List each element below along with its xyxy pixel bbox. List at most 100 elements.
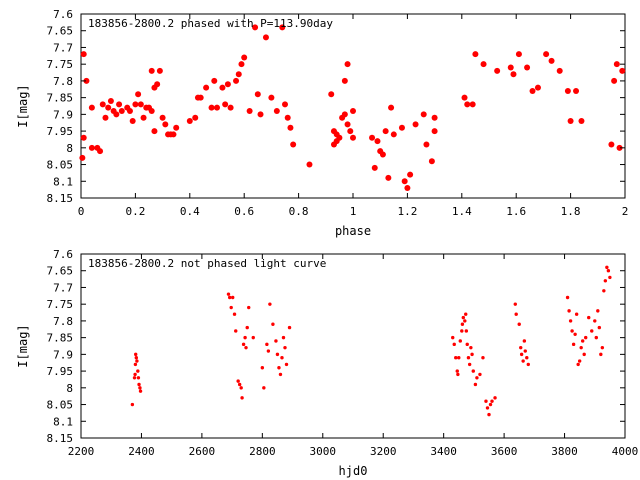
unphased-y-tick-label: 7.6 bbox=[53, 248, 73, 261]
unphased-data-point bbox=[452, 342, 456, 347]
unphased-data-point bbox=[582, 352, 586, 357]
unphased-data-point bbox=[603, 279, 608, 283]
phased-data-point bbox=[328, 91, 335, 98]
unphased-data-point bbox=[136, 369, 140, 373]
phased-chart-title: 183856-2800.2 phased with P=113.90day bbox=[88, 17, 333, 30]
phased-x-axis-title: phase bbox=[335, 224, 371, 238]
unphased-data-point bbox=[565, 295, 570, 300]
unphased-data-point bbox=[268, 302, 272, 306]
unphased-chart-title: 183856-2800.2 not phased light curve bbox=[88, 257, 326, 270]
unphased-data-point bbox=[284, 362, 289, 367]
phased-data-point bbox=[461, 94, 468, 101]
phased-data-point bbox=[284, 114, 291, 121]
unphased-y-tick-label: 7.9 bbox=[53, 348, 73, 361]
phased-y-tick-label: 7.7 bbox=[53, 41, 73, 54]
phased-data-point bbox=[611, 77, 618, 84]
unphased-data-point bbox=[227, 295, 232, 300]
phased-y-axis: 7.6 7.65 7.7 7.75 7.8 7.85 7.9 7.95 8 8.05 8.1 8.15 bbox=[47, 8, 625, 205]
unphased-data-point bbox=[457, 356, 461, 360]
phased-data-point bbox=[262, 34, 269, 41]
unphased-data-point bbox=[525, 356, 529, 360]
phased-data-point bbox=[374, 138, 381, 145]
phased-data-point bbox=[407, 171, 414, 178]
unphased-data-point bbox=[573, 332, 577, 336]
unphased-data-point bbox=[594, 335, 598, 340]
unphased-y-tick-label: 7.65 bbox=[47, 265, 74, 278]
unphased-x-tick-label: 3200 bbox=[370, 445, 397, 458]
phased-data-point bbox=[290, 141, 297, 148]
phased-data-point bbox=[211, 77, 218, 84]
phased-data-point bbox=[159, 114, 166, 121]
phased-data-point bbox=[88, 104, 95, 111]
phased-data-point bbox=[203, 84, 210, 91]
phased-data-point bbox=[548, 57, 555, 64]
phased-data-point bbox=[170, 131, 177, 138]
unphased-data-point bbox=[244, 345, 248, 350]
phased-data-point bbox=[480, 61, 487, 68]
phased-x-tick-label: 1.4 bbox=[452, 205, 472, 218]
phased-data-point bbox=[543, 51, 550, 58]
unphased-data-point bbox=[522, 339, 527, 343]
unphased-y-tick-label: 8.05 bbox=[47, 399, 74, 412]
phased-data-point bbox=[564, 87, 571, 94]
unphased-data-point bbox=[265, 342, 269, 347]
unphased-data-point bbox=[481, 356, 485, 360]
phased-data-point bbox=[132, 101, 139, 108]
unphased-x-tick-label: 2400 bbox=[128, 445, 155, 458]
phased-data-point bbox=[273, 108, 280, 115]
unphased-y-axis: 7.6 7.65 7.7 7.75 7.8 7.85 7.9 7.95 8 8.05 8.1 8.15 bbox=[47, 248, 625, 445]
unphased-x-axis-title: hjd0 bbox=[339, 464, 368, 478]
unphased-data-point bbox=[485, 406, 490, 410]
phased-data-point bbox=[107, 97, 114, 104]
unphased-data-point bbox=[135, 359, 139, 363]
phased-data-point bbox=[118, 108, 125, 115]
phased-y-tick-label: 7.75 bbox=[47, 58, 74, 71]
unphased-data-point bbox=[580, 339, 585, 343]
phased-data-point bbox=[431, 114, 438, 121]
phased-data-point bbox=[162, 121, 169, 128]
unphased-data-point bbox=[467, 362, 472, 367]
unphased-data-point bbox=[469, 345, 473, 350]
unphased-data-point bbox=[236, 379, 240, 383]
unphased-data-point bbox=[237, 382, 242, 387]
phased-data-point bbox=[83, 77, 90, 84]
phased-data-point bbox=[350, 108, 356, 115]
unphased-y-tick-label: 8.15 bbox=[47, 432, 74, 445]
phased-data-point bbox=[148, 108, 155, 115]
phased-data-point bbox=[404, 184, 411, 191]
phased-data-point bbox=[616, 144, 623, 151]
phased-data-point bbox=[494, 67, 501, 74]
phased-data-point bbox=[515, 51, 522, 58]
phased-data-point bbox=[148, 67, 155, 74]
phased-data-point bbox=[341, 77, 348, 84]
unphased-data-point bbox=[599, 352, 603, 357]
unphased-data-point bbox=[605, 265, 609, 270]
unphased-data-point bbox=[247, 305, 251, 310]
unphased-data-point bbox=[138, 389, 143, 393]
unphased-data-point bbox=[517, 322, 521, 326]
phased-x-tick-label: 0.8 bbox=[289, 205, 309, 218]
unphased-data-point bbox=[287, 325, 292, 330]
phased-y-tick-label: 7.6 bbox=[53, 8, 73, 21]
phased-data-point bbox=[197, 94, 204, 101]
unphased-data-point bbox=[568, 319, 573, 323]
unphased-data-point bbox=[251, 335, 255, 340]
phased-data-point bbox=[556, 67, 563, 74]
phased-data-point bbox=[219, 84, 226, 91]
unphased-x-tick-label: 2600 bbox=[189, 445, 216, 458]
unphased-data-point bbox=[281, 335, 286, 340]
unphased-data-point bbox=[576, 362, 580, 367]
unphased-y-axis-title: I[mag] bbox=[16, 324, 30, 367]
phased-data-point bbox=[529, 87, 536, 94]
phased-data-point bbox=[534, 84, 541, 91]
phased-data-point bbox=[235, 71, 242, 78]
phased-data-point bbox=[151, 128, 158, 135]
unphased-y-tick-label: 7.95 bbox=[47, 365, 74, 378]
phased-data-point bbox=[401, 178, 408, 185]
phased-data-point bbox=[208, 104, 215, 111]
unphased-data-point bbox=[567, 309, 571, 313]
phased-data-point bbox=[135, 91, 142, 98]
unphased-data-point bbox=[574, 312, 579, 316]
unphased-data-point bbox=[602, 289, 606, 293]
phased-data-point bbox=[224, 81, 231, 88]
